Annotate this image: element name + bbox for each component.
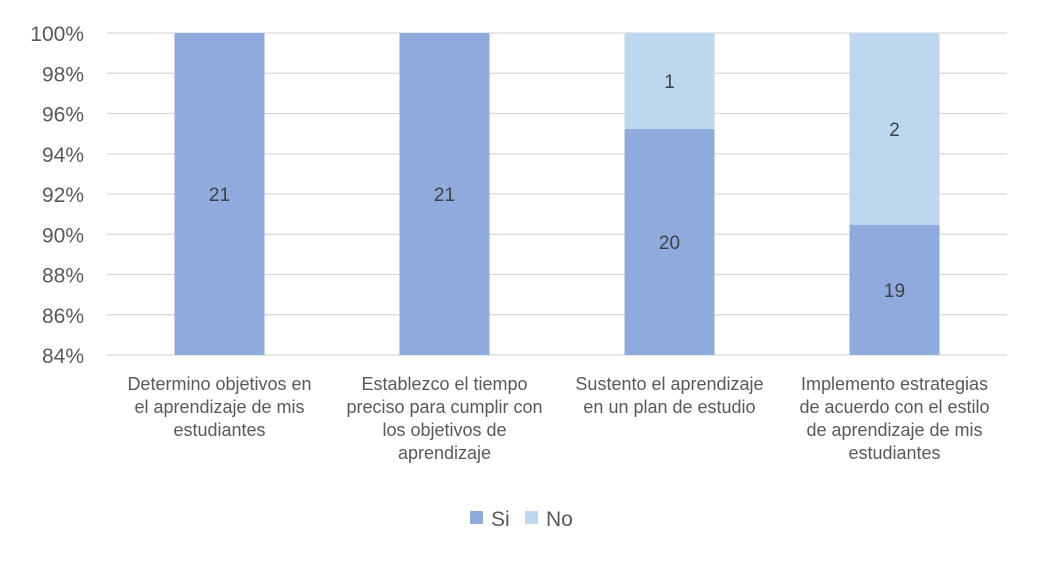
y-tick-label: 92%: [42, 184, 84, 207]
x-category-label: aprendizaje: [398, 443, 491, 463]
x-category-label: Sustento el aprendizaje: [575, 374, 763, 394]
bar-segment-si: [624, 128, 715, 355]
x-category-label: preciso para cumplir con: [346, 397, 542, 417]
x-category-label: en un plan de estudio: [583, 397, 755, 417]
y-tick-label: 84%: [42, 345, 84, 368]
y-tick-label: 88%: [42, 265, 84, 288]
data-label: 20: [659, 233, 680, 254]
y-tick-label: 86%: [42, 305, 84, 328]
bar-segment-no: [624, 33, 715, 129]
x-category-label: los objetivos de: [382, 420, 506, 440]
y-tick-label: 96%: [42, 104, 84, 127]
x-category-label: Determino objetivos en: [127, 374, 311, 394]
legend-swatch-no: [525, 511, 538, 524]
x-category-label: el aprendizaje de mis: [134, 397, 304, 417]
x-category-label: Establezco el tiempo: [361, 374, 527, 394]
legend-label-si: Si: [491, 508, 510, 531]
data-label: 1: [664, 72, 675, 93]
y-tick-label: 98%: [42, 63, 84, 86]
bar-segment-si: [399, 33, 490, 355]
x-category-label: estudiantes: [173, 420, 265, 440]
x-category-label: Implemento estrategias: [801, 374, 988, 394]
bar-segment-si: [849, 224, 940, 355]
legend-label-no: No: [546, 508, 573, 531]
bar-segment-no: [849, 33, 940, 225]
data-label: 21: [434, 185, 455, 206]
x-category-label: de acuerdo con el estilo: [799, 397, 989, 417]
bar-segment-si: [174, 33, 265, 355]
legend-swatch-si: [470, 511, 483, 524]
y-tick-label: 100%: [30, 23, 84, 46]
data-label: 21: [209, 185, 230, 206]
data-label: 2: [889, 120, 900, 141]
x-category-label: estudiantes: [848, 443, 940, 463]
data-label: 19: [884, 281, 905, 302]
y-tick-label: 94%: [42, 144, 84, 167]
y-tick-label: 90%: [42, 224, 84, 247]
x-category-label: de aprendizaje de mis: [806, 420, 982, 440]
